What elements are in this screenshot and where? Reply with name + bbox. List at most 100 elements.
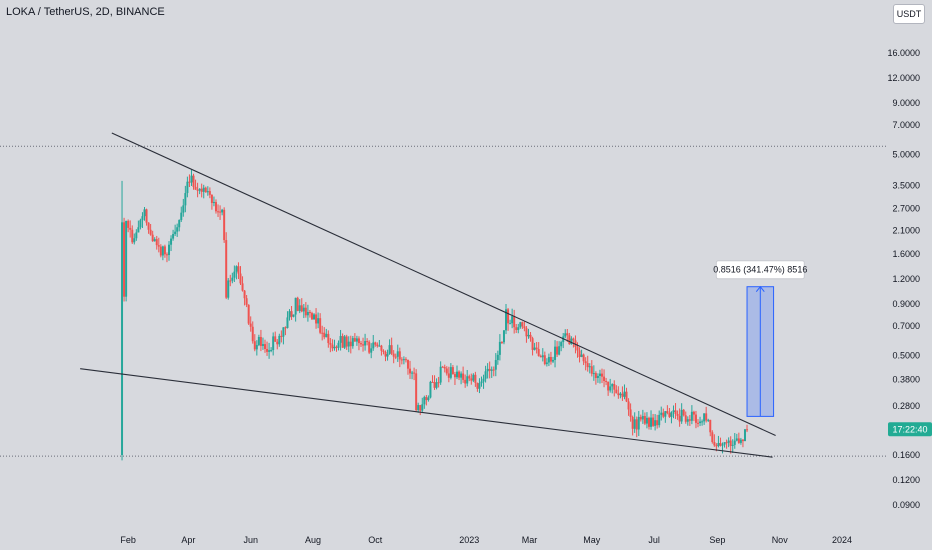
candle xyxy=(582,353,585,366)
candle xyxy=(625,387,628,403)
candle xyxy=(217,204,220,217)
candle-body xyxy=(270,349,273,351)
candle xyxy=(180,206,183,222)
candle xyxy=(398,347,401,368)
candle-body xyxy=(535,347,538,350)
candle-body xyxy=(331,344,334,349)
candles xyxy=(121,169,749,461)
candle-body xyxy=(545,362,548,365)
candle xyxy=(478,378,481,394)
candle-body xyxy=(445,368,448,374)
candle xyxy=(694,410,697,429)
candle xyxy=(313,313,316,320)
candle xyxy=(259,329,262,352)
candle xyxy=(619,392,622,399)
x-tick-label: Nov xyxy=(772,535,789,545)
candle xyxy=(682,408,685,417)
candle-body xyxy=(374,342,377,345)
candle-body xyxy=(378,345,381,347)
candle xyxy=(441,365,444,368)
candle-body xyxy=(286,317,289,328)
candle xyxy=(443,364,446,373)
candle-body xyxy=(229,280,232,282)
candle xyxy=(613,380,616,397)
time-axis: Feb Apr Jun Aug Oct 2023 Mar May Jul Sep Nov 2024 xyxy=(120,535,852,545)
candle xyxy=(617,386,620,399)
candle-body xyxy=(241,283,244,291)
candle xyxy=(549,351,552,365)
candle xyxy=(570,336,573,345)
candle-body xyxy=(406,360,409,369)
y-tick-label: 0.2800 xyxy=(892,401,920,411)
candle-body xyxy=(472,374,475,381)
candle-body xyxy=(233,271,236,278)
candle-body xyxy=(570,338,573,345)
candle-body xyxy=(643,416,646,424)
candle xyxy=(652,413,655,427)
candle xyxy=(157,237,160,253)
candle-body xyxy=(396,351,399,357)
candle-body xyxy=(647,417,650,427)
candle-body xyxy=(419,405,422,411)
candle-body xyxy=(141,216,144,221)
lower-trendline[interactable] xyxy=(80,368,773,458)
candle xyxy=(133,233,136,245)
candle xyxy=(245,294,248,308)
candle xyxy=(202,184,205,199)
candle xyxy=(580,349,583,358)
candle xyxy=(276,339,279,350)
candle-body xyxy=(143,209,146,217)
candle xyxy=(335,345,338,352)
candle xyxy=(584,357,587,371)
candle-body xyxy=(670,412,673,417)
candle xyxy=(519,321,522,329)
candle-body xyxy=(617,393,620,396)
candle xyxy=(703,413,706,425)
candle-body xyxy=(576,346,579,351)
candle xyxy=(515,324,518,334)
candle-body xyxy=(351,338,354,347)
candle-body xyxy=(366,341,369,343)
candle-body xyxy=(253,341,256,350)
candle xyxy=(149,224,152,236)
candle xyxy=(319,313,322,335)
candle xyxy=(645,412,648,429)
candle-body xyxy=(707,419,710,421)
candle-body xyxy=(527,334,530,337)
candle xyxy=(623,384,626,400)
candle xyxy=(370,343,373,359)
candle xyxy=(161,245,164,261)
candle xyxy=(507,307,510,331)
candle-body xyxy=(480,381,483,384)
candle xyxy=(525,326,528,343)
y-tick-label: 0.9000 xyxy=(892,299,920,309)
candle-body xyxy=(684,415,687,422)
candle xyxy=(737,432,740,444)
candle xyxy=(639,414,642,422)
candle-body xyxy=(135,232,138,239)
candle-body xyxy=(317,318,320,324)
candle-body xyxy=(251,326,254,342)
candle-body xyxy=(411,372,414,374)
candle-body xyxy=(586,363,589,368)
candle-body xyxy=(147,222,150,230)
candle xyxy=(594,371,597,385)
candle xyxy=(170,235,173,252)
candle-body xyxy=(541,355,544,358)
candle xyxy=(266,341,269,356)
candle xyxy=(607,381,610,396)
candle xyxy=(200,183,203,198)
currency-badge[interactable]: USDT xyxy=(893,4,925,24)
candle xyxy=(323,327,326,340)
candle xyxy=(486,363,489,379)
candle xyxy=(701,419,704,426)
upper-trendline[interactable] xyxy=(111,132,776,437)
candle xyxy=(392,350,395,364)
x-tick-label: 2024 xyxy=(832,535,852,545)
candle-body xyxy=(486,368,489,372)
candle xyxy=(464,374,467,388)
candle xyxy=(253,334,256,352)
candle xyxy=(453,371,456,386)
candle xyxy=(419,404,422,416)
